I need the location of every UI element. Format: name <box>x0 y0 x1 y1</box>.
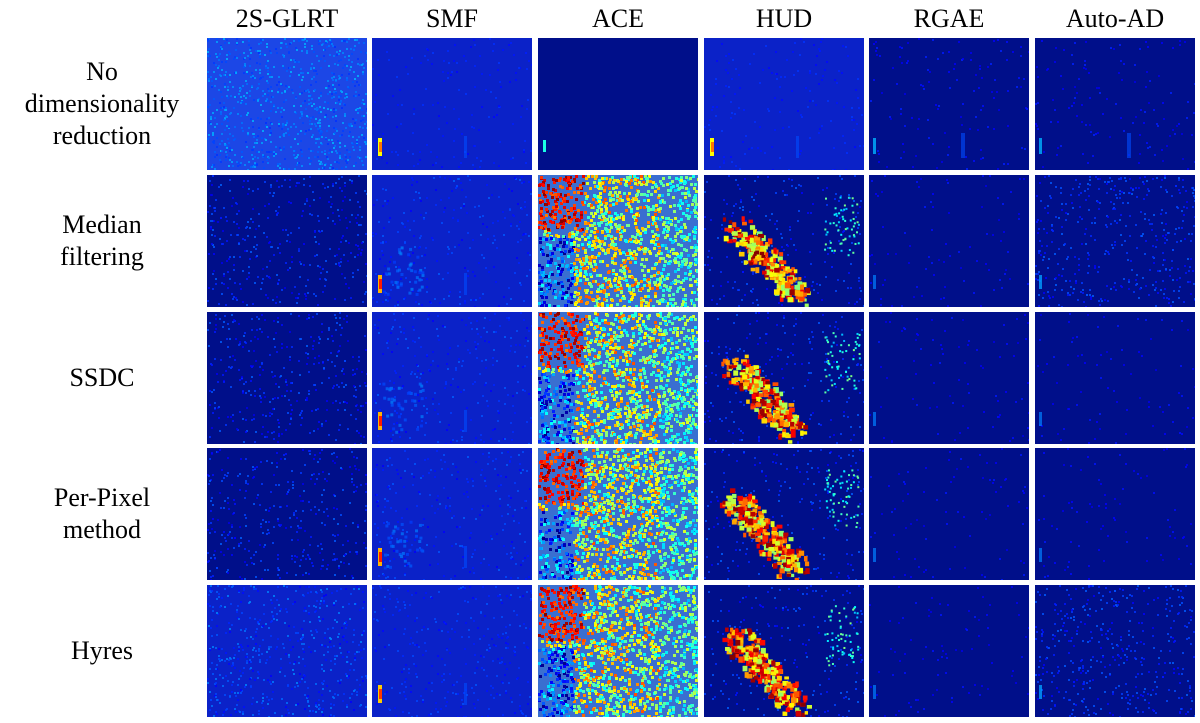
row-label-line: Hyres <box>70 636 134 665</box>
column-header-5: Auto-AD <box>1065 4 1165 33</box>
row-label-line: Median <box>62 210 142 239</box>
row-label-line: SSDC <box>69 363 135 392</box>
detection-map <box>372 38 532 170</box>
detection-map <box>704 175 864 307</box>
detection-map <box>869 448 1029 580</box>
detection-map <box>207 175 367 307</box>
detection-map <box>207 38 367 170</box>
row-label-line: dimensionality <box>24 89 180 118</box>
panel-r4-c2 <box>538 585 698 717</box>
detection-map <box>372 448 532 580</box>
detection-map <box>704 448 864 580</box>
detection-map <box>538 38 698 170</box>
panel-r4-c1 <box>372 585 532 717</box>
row-label-line: Per-Pixel <box>53 483 151 512</box>
column-header-3: HUD <box>755 4 813 33</box>
column-header-4: RGAE <box>913 4 985 33</box>
row-label-line: reduction <box>52 121 152 150</box>
panel-r4-c5 <box>1035 585 1195 717</box>
detection-map <box>704 38 864 170</box>
detection-map <box>207 448 367 580</box>
detection-map <box>704 312 864 444</box>
panel-r3-c1 <box>372 448 532 580</box>
detection-map <box>538 448 698 580</box>
panel-r1-c4 <box>869 175 1029 307</box>
panel-r3-c5 <box>1035 448 1195 580</box>
row-label-4: Hyres <box>0 585 204 717</box>
panel-r3-c3 <box>704 448 864 580</box>
detection-map <box>372 312 532 444</box>
panel-r2-c3 <box>704 312 864 444</box>
panel-r0-c5 <box>1035 38 1195 170</box>
panel-r2-c1 <box>372 312 532 444</box>
detection-map <box>1035 312 1195 444</box>
row-label-3: Per-Pixel method <box>0 448 204 580</box>
detection-map <box>1035 585 1195 717</box>
detection-map <box>372 585 532 717</box>
detection-map <box>207 585 367 717</box>
panel-r0-c3 <box>704 38 864 170</box>
panel-r1-c1 <box>372 175 532 307</box>
column-header-2: ACE <box>592 4 644 33</box>
detection-map <box>1035 175 1195 307</box>
detection-map <box>372 175 532 307</box>
detection-map <box>538 585 698 717</box>
panel-r4-c3 <box>704 585 864 717</box>
row-label-line: No <box>86 57 118 86</box>
panel-r2-c5 <box>1035 312 1195 444</box>
panel-r2-c0 <box>207 312 367 444</box>
column-header-0: 2S-GLRT <box>235 4 339 33</box>
panel-r0-c0 <box>207 38 367 170</box>
detection-map <box>1035 448 1195 580</box>
detection-map <box>1035 38 1195 170</box>
panel-r0-c4 <box>869 38 1029 170</box>
detection-map <box>538 175 698 307</box>
panel-r1-c2 <box>538 175 698 307</box>
row-label-line: filtering <box>60 242 144 271</box>
panel-r4-c0 <box>207 585 367 717</box>
row-label-0: No dimensionality reduction <box>0 38 204 170</box>
panel-r1-c0 <box>207 175 367 307</box>
detection-map <box>704 585 864 717</box>
panel-r4-c4 <box>869 585 1029 717</box>
panel-r1-c3 <box>704 175 864 307</box>
row-label-2: SSDC <box>0 312 204 444</box>
column-header-1: SMF <box>425 4 479 33</box>
detection-map <box>207 312 367 444</box>
row-label-line: method <box>63 515 141 544</box>
detection-map <box>538 312 698 444</box>
row-label-1: Median filtering <box>0 175 204 307</box>
panel-r2-c2 <box>538 312 698 444</box>
detection-map <box>869 312 1029 444</box>
detection-map <box>869 38 1029 170</box>
detection-map <box>869 175 1029 307</box>
panel-r0-c2 <box>538 38 698 170</box>
panel-r1-c5 <box>1035 175 1195 307</box>
detection-map <box>869 585 1029 717</box>
panel-r3-c4 <box>869 448 1029 580</box>
panel-r3-c2 <box>538 448 698 580</box>
panel-r3-c0 <box>207 448 367 580</box>
panel-r0-c1 <box>372 38 532 170</box>
panel-r2-c4 <box>869 312 1029 444</box>
